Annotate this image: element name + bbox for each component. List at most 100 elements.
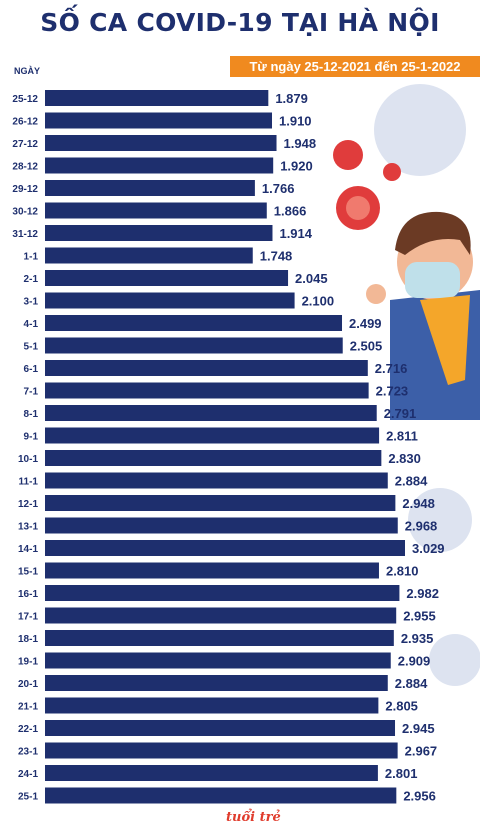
value-label: 2.982 (406, 586, 439, 601)
bar (45, 630, 394, 646)
value-label: 2.045 (295, 271, 328, 286)
value-label: 2.505 (350, 339, 383, 354)
value-label: 1.866 (274, 204, 307, 219)
category-label: 10-1 (18, 454, 38, 465)
category-label: 24-1 (18, 769, 38, 780)
category-label: 13-1 (18, 522, 38, 533)
value-label: 1.948 (284, 136, 317, 151)
bar (45, 450, 382, 466)
category-label: 25-12 (12, 94, 38, 105)
category-label: 21-1 (18, 702, 38, 713)
category-label: 22-1 (18, 724, 38, 735)
bar (45, 697, 379, 714)
category-label: 9-1 (24, 432, 39, 443)
category-label: 18-1 (18, 634, 38, 645)
red-virus-icon (333, 140, 401, 230)
value-label: 1.879 (275, 91, 308, 106)
bar (45, 135, 277, 151)
bar (45, 90, 269, 106)
bar (45, 472, 388, 489)
bar (45, 607, 397, 624)
category-label: 20-1 (18, 679, 38, 690)
bar (45, 742, 398, 759)
bar (45, 720, 396, 736)
value-label: 2.810 (386, 564, 419, 579)
bar (45, 765, 378, 781)
category-label: 25-1 (18, 792, 38, 803)
value-label: 2.100 (302, 294, 335, 309)
value-label: 2.935 (401, 631, 434, 646)
y-axis-label: NGÀY (14, 66, 41, 76)
bar (45, 675, 388, 691)
pale-virus-icon (374, 84, 480, 686)
date-range-subtitle: Từ ngày 25-12-2021 đến 25-1-2022 (230, 56, 480, 77)
bar (45, 202, 267, 219)
value-label: 2.948 (402, 496, 435, 511)
value-label: 2.811 (386, 429, 418, 444)
category-label: 12-1 (18, 499, 38, 510)
bar (45, 405, 377, 421)
category-label: 4-1 (24, 319, 39, 330)
category-label: 17-1 (18, 612, 38, 623)
category-label: 2-1 (24, 274, 39, 285)
value-label: 2.909 (398, 654, 431, 669)
value-label: 2.805 (385, 699, 418, 714)
bar (45, 517, 398, 534)
category-label: 3-1 (24, 297, 39, 308)
category-label: 8-1 (24, 409, 39, 420)
category-label: 26-12 (12, 117, 38, 128)
value-label: 2.967 (405, 744, 438, 759)
value-label: 2.716 (375, 361, 408, 376)
bar (45, 225, 273, 241)
bar (45, 360, 368, 376)
bar (45, 787, 397, 804)
value-label: 1.920 (280, 159, 313, 174)
bar (45, 652, 391, 669)
value-label: 2.830 (388, 451, 421, 466)
bar (45, 562, 379, 579)
value-label: 2.968 (405, 519, 438, 534)
bar (45, 382, 369, 399)
publisher-logo: tuổi trẻ (226, 810, 281, 825)
value-label: 1.748 (260, 249, 293, 264)
category-label: 30-12 (12, 207, 38, 218)
value-label: 1.910 (279, 114, 312, 129)
value-label: 2.723 (376, 384, 409, 399)
value-label: 2.945 (402, 721, 435, 736)
category-label: 16-1 (18, 589, 38, 600)
value-label: 1.914 (279, 226, 312, 241)
bar (45, 540, 405, 556)
value-label: 1.766 (262, 181, 295, 196)
bar (45, 157, 274, 174)
bar (45, 247, 253, 264)
bar (45, 112, 273, 129)
value-label: 2.884 (395, 474, 428, 489)
category-label: 11-1 (19, 477, 39, 488)
category-label: 27-12 (12, 139, 38, 150)
value-label: 3.029 (412, 541, 445, 556)
value-label: 2.955 (403, 609, 436, 624)
category-label: 28-12 (12, 162, 38, 173)
category-label: 6-1 (24, 364, 39, 375)
category-label: 14-1 (18, 544, 38, 555)
category-label: 29-12 (12, 184, 38, 195)
bar (45, 292, 295, 309)
value-label: 2.801 (385, 766, 418, 781)
bar (45, 180, 255, 196)
value-label: 2.956 (403, 789, 436, 804)
bar (45, 315, 343, 331)
category-label: 19-1 (18, 657, 38, 668)
category-label: 31-12 (12, 229, 38, 240)
category-label: 7-1 (24, 387, 39, 398)
bar (45, 427, 380, 444)
chart-title: SỐ CA COVID-19 TẠI HÀ NỘI (40, 8, 440, 37)
bar (45, 585, 400, 601)
masked-person-icon (366, 211, 480, 420)
category-label: 1-1 (24, 252, 39, 263)
category-label: 5-1 (24, 342, 39, 353)
category-label: 15-1 (18, 567, 38, 578)
value-label: 2.791 (384, 406, 417, 421)
category-label: 23-1 (18, 747, 38, 758)
